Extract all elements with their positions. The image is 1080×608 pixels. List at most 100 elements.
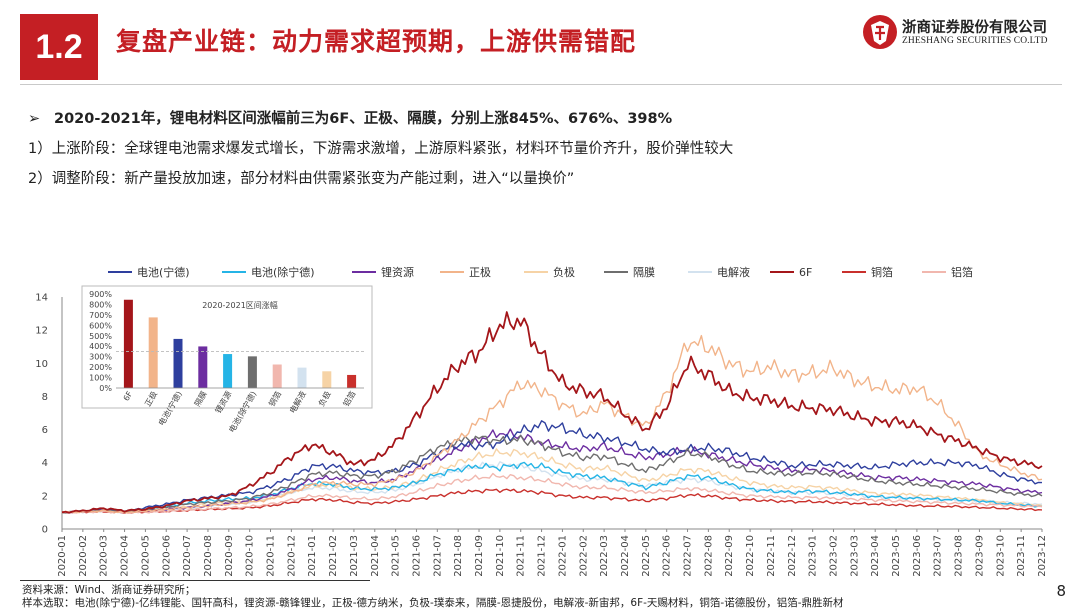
x-tick-label: 2021-08 [453, 535, 464, 576]
x-tick-label: 2022-12 [787, 535, 798, 576]
price-index-chart: 电池(宁德) 电池(除宁德) 锂资源 正极 负极 隔膜 电解液 6F 铜箔 铝箔 0 2 4 6 8 10 1… [35, 265, 1048, 577]
x-tick-label: 2022-02 [578, 535, 589, 576]
inset-bar [173, 338, 183, 388]
x-tick-label: 2023-01 [808, 535, 819, 576]
x-tick-label: 2020-08 [203, 535, 214, 576]
inset-bar [198, 346, 208, 388]
series-line [61, 448, 1043, 514]
x-tick-label: 2020-09 [224, 535, 235, 576]
zheshang-logo-icon [863, 15, 897, 49]
series-line [61, 434, 1043, 514]
page-number: 8 [1056, 582, 1066, 600]
series-line [61, 428, 1043, 514]
sample-note: 样本选取：电池(除宁德)-亿纬锂能、国轩高科，锂资源-赣锋锂业，正极-德方纳米，… [22, 597, 844, 608]
x-tick-label: 2021-06 [411, 535, 422, 576]
x-tick-label: 2020-11 [266, 535, 277, 576]
x-tick-label: 2021-09 [474, 535, 485, 576]
x-tick-label: 2022-07 [683, 535, 694, 576]
point-adjustment-stage: 2）调整阶段：新产量投放加速，部分材料由供需紧张变为产能过剩，进入“以量换价” [28, 171, 575, 187]
x-tick-label: 2021-11 [516, 535, 527, 576]
footnote-divider [20, 580, 370, 581]
x-tick-label: 2022-04 [620, 535, 631, 576]
x-tick-label: 2020-12 [286, 535, 297, 576]
inset-bar [247, 356, 257, 388]
point-rising-stage: 1）上涨阶段：全球锂电池需求爆发式增长，下游需求激增，上游原料紧张，材料环节量价… [28, 141, 734, 157]
x-tick-label: 2022-10 [745, 535, 756, 576]
legend-label: 铝箔 [951, 265, 973, 279]
chart-legend: 电池(宁德) 电池(除宁德) 锂资源 正极 负极 隔膜 电解液 6F 铜箔 铝箔 [108, 265, 973, 279]
y-tick-label: 6 [42, 425, 48, 436]
section-number-badge: 1.2 [20, 14, 98, 80]
inset-y-tick-label: 100% [89, 374, 112, 383]
x-tick-label: 2021-02 [328, 535, 339, 576]
legend-label: 正极 [469, 265, 491, 279]
y-tick-label: 4 [42, 458, 48, 469]
y-tick-label: 2 [42, 491, 48, 502]
y-tick-label: 0 [42, 525, 48, 536]
x-tick-label: 2020-10 [245, 535, 256, 576]
chart-axes: 0 2 4 6 8 10 12 14 2020-01 2020-02 2020-03 2020-04 2… [35, 293, 1048, 577]
summary-bullets: ➢ 2020-2021年，锂电材料区间涨幅前三为6F、正极、隔膜，分别上涨845%… [28, 104, 1058, 194]
series-line [61, 488, 1043, 514]
inset-bar [322, 371, 332, 388]
inset-bar [297, 367, 307, 388]
legend-label: 铜箔 [871, 265, 893, 279]
y-tick-label: 10 [35, 359, 48, 370]
legend-label: 负极 [553, 265, 575, 279]
inset-bar [272, 364, 282, 388]
chart-series [61, 311, 1043, 514]
series-line [61, 334, 1043, 514]
x-tick-label: 2022-09 [724, 535, 735, 576]
x-tick-label: 2021-07 [432, 535, 443, 576]
x-tick-label: 2023-03 [849, 535, 860, 576]
series-line [61, 461, 1043, 514]
x-tick-label: 2021-04 [370, 535, 381, 576]
x-tick-label: 2022-01 [557, 535, 568, 576]
title-divider [20, 84, 1062, 85]
x-tick-label: 2020-05 [140, 535, 151, 576]
legend-label: 电解液 [717, 265, 750, 279]
x-tick-label: 2023-04 [870, 535, 881, 576]
inset-bar [123, 299, 133, 388]
inset-bar [223, 354, 233, 388]
inset-bar-chart: 0%100% 200%300% 400%500% 600%700% 800%900% 20… [81, 285, 373, 434]
x-tick-label: 2022-05 [641, 535, 652, 576]
series-line [61, 472, 1043, 514]
x-tick-label: 2022-03 [599, 535, 610, 576]
legend-label: 锂资源 [381, 265, 414, 279]
logo-english-name: ZHESHANG SECURITIES CO.LTD [902, 36, 1048, 46]
y-tick-label: 8 [42, 392, 48, 403]
x-tick-label: 2023-02 [828, 535, 839, 576]
inset-bar [347, 374, 357, 388]
x-tick-label: 2020-04 [120, 535, 131, 576]
x-tick-label: 2023-08 [954, 535, 965, 576]
headline-text: 2020-2021年，锂电材料区间涨幅前三为6F、正极、隔膜，分别上涨845%、… [54, 111, 673, 127]
inset-bar [148, 317, 158, 388]
inset-y-tick-label: 900% [89, 290, 112, 299]
series-line [61, 311, 1043, 514]
x-tick-label: 2023-05 [891, 535, 902, 576]
legend-label: 6F [799, 266, 812, 279]
legend-label: 电池(除宁德) [251, 265, 315, 279]
x-tick-label: 2023-11 [1016, 535, 1027, 576]
inset-y-tick-label: 500% [89, 332, 112, 341]
x-tick-label: 2023-12 [1037, 535, 1048, 576]
x-tick-label: 2023-10 [995, 535, 1006, 576]
company-logo: 浙商证券股份有限公司 ZHESHANG SECURITIES CO.LTD [862, 14, 1062, 54]
headline-bullet: ➢ 2020-2021年，锂电材料区间涨幅前三为6F、正极、隔膜，分别上涨845%… [28, 104, 1058, 134]
inset-x-tick-label: 6F [122, 389, 135, 402]
inset-y-tick-label: 700% [89, 311, 112, 320]
legend-label: 隔膜 [633, 266, 655, 279]
x-tick-label: 2022-11 [766, 535, 777, 576]
inset-y-tick-label: 600% [89, 321, 112, 330]
x-tick-label: 2020-06 [161, 535, 172, 576]
x-tick-label: 2023-07 [933, 535, 944, 576]
inset-y-tick-label: 200% [89, 363, 112, 372]
x-tick-label: 2022-08 [703, 535, 714, 576]
x-tick-label: 2023-06 [912, 535, 923, 576]
legend-label: 电池(宁德) [137, 265, 190, 279]
x-tick-label: 2022-06 [662, 535, 673, 576]
inset-y-tick-label: 800% [89, 300, 112, 309]
source-note: 资料来源：Wind、浙商证券研究所； [22, 584, 196, 596]
x-tick-label: 2021-10 [495, 535, 506, 576]
